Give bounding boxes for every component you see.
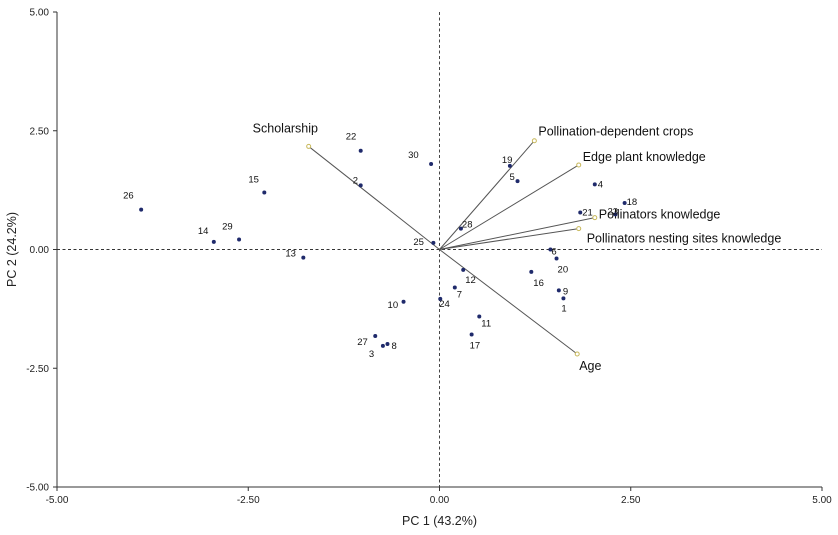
score-point	[556, 288, 561, 293]
loading-label: Pollinators nesting sites knowledge	[587, 232, 782, 246]
score-point	[358, 183, 363, 188]
score-point	[461, 267, 466, 272]
x-tick-label: 2.50	[621, 495, 641, 506]
score-point	[373, 333, 378, 338]
score-point-label: 18	[627, 197, 638, 208]
y-tick-label: -2.50	[26, 364, 49, 375]
score-point	[262, 190, 267, 195]
score-point-label: 11	[481, 318, 491, 329]
score-point-label: 9	[563, 286, 568, 297]
score-point	[211, 239, 216, 244]
score-point	[578, 210, 583, 215]
loading-label: Scholarship	[253, 121, 318, 135]
score-point	[429, 162, 434, 166]
score-point-label: 23	[607, 206, 618, 217]
score-point	[561, 296, 566, 301]
loading-vector-tip	[592, 215, 598, 221]
y-axis-title: PC 2 (24.2%)	[5, 212, 19, 287]
loading-vector	[439, 217, 595, 250]
score-point-label: 30	[408, 150, 419, 161]
score-point-label: 2	[353, 175, 358, 186]
loading-label: Edge plant knowledge	[583, 150, 706, 164]
score-point-label: 27	[357, 337, 368, 348]
x-tick-label: 0.00	[430, 495, 450, 506]
score-point	[458, 226, 463, 231]
loading-label: Age	[579, 359, 601, 373]
score-point-label: 28	[462, 220, 473, 231]
score-points: 1234567891011121314151617181920212223242…	[123, 132, 637, 360]
loading-vector	[439, 228, 579, 250]
score-point-label: 14	[198, 226, 209, 237]
loading-vector	[439, 140, 535, 250]
loading-vector-tip	[576, 162, 582, 168]
score-point-label: 17	[470, 341, 481, 352]
score-point-label: 1	[561, 303, 566, 314]
score-point-label: 19	[502, 155, 513, 166]
score-point	[452, 285, 457, 290]
score-point-label: 6	[551, 247, 556, 258]
score-point	[554, 256, 559, 261]
y-tick-label: -5.00	[26, 483, 49, 494]
score-point	[613, 212, 618, 217]
x-axis-title: PC 1 (43.2%)	[402, 514, 477, 528]
score-point	[358, 148, 363, 153]
x-tick-label: 5.00	[812, 495, 832, 506]
loading-vector	[439, 249, 578, 355]
y-tick-label: 0.00	[30, 245, 50, 256]
loading-vector	[308, 146, 440, 250]
y-tick-label: 2.50	[30, 126, 50, 137]
score-point	[301, 255, 306, 260]
x-tick-label: -2.50	[237, 495, 260, 506]
score-point	[477, 314, 482, 319]
score-point-label: 21	[582, 207, 593, 218]
score-point-label: 3	[369, 349, 374, 360]
score-point-label: 20	[558, 265, 569, 276]
score-point	[385, 342, 390, 347]
score-point	[529, 269, 534, 274]
score-point-label: 7	[457, 290, 462, 301]
score-point-label: 10	[388, 300, 399, 311]
y-tick-label: 5.00	[30, 8, 50, 19]
loading-label: Pollinators knowledge	[599, 208, 721, 222]
score-point-label: 22	[346, 132, 357, 143]
score-point-label: 12	[465, 275, 476, 286]
loading-vector-tip	[576, 226, 582, 232]
score-point-label: 29	[222, 222, 233, 233]
score-point-label: 24	[439, 299, 450, 310]
score-point	[469, 332, 474, 337]
score-point-label: 16	[533, 278, 544, 289]
score-point	[380, 343, 385, 348]
loading-vector-tip	[531, 138, 537, 144]
score-point	[548, 247, 553, 252]
score-point	[237, 237, 242, 242]
score-point-label: 26	[123, 191, 134, 202]
x-tick-label: -5.00	[46, 495, 69, 506]
score-point-label: 15	[248, 175, 259, 186]
loading-vector-tip	[306, 143, 312, 149]
score-point	[515, 179, 520, 184]
score-point	[401, 299, 406, 304]
loading-vector	[439, 164, 579, 250]
score-point-label: 8	[391, 341, 396, 352]
loading-vector-tip	[574, 351, 580, 357]
loading-vectors: Scholarship Pollination-dependent crops Ed…	[253, 121, 782, 373]
score-point	[139, 207, 144, 212]
score-point	[592, 182, 597, 187]
axis-ticks: -5.00 -2.50 0.00 2.50 5.00 5.00 2.50 0.00 -2.50 -…	[26, 8, 832, 507]
loading-label: Pollination-dependent crops	[538, 125, 693, 139]
score-point-label: 25	[413, 237, 424, 248]
score-point	[507, 163, 512, 168]
score-point	[622, 200, 627, 205]
score-point-label: 4	[598, 179, 603, 190]
score-point	[431, 240, 436, 245]
score-point-label: 5	[510, 172, 515, 183]
score-point-label: 13	[285, 249, 296, 260]
score-point	[438, 296, 443, 301]
